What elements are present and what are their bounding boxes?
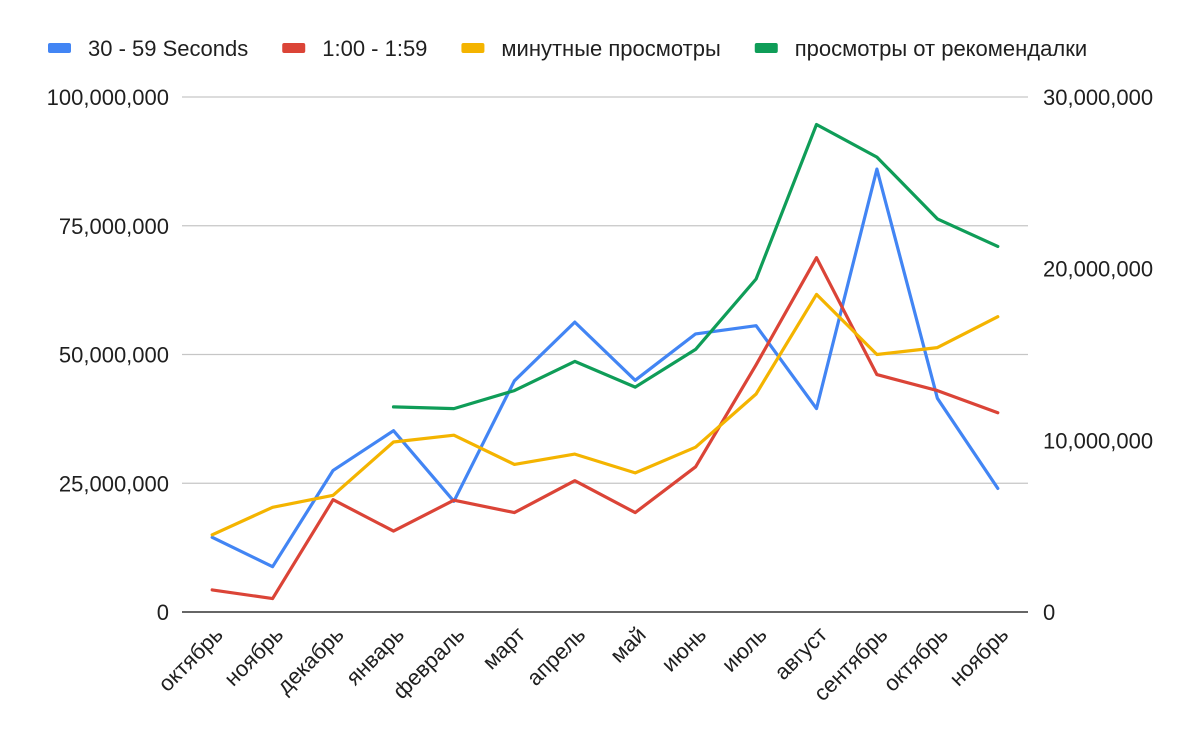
x-tick-label: октябрь [878, 622, 953, 697]
legend-swatch [754, 43, 778, 53]
y-right-tick-label: 10,000,000 [1043, 428, 1153, 453]
y-right-tick-label: 20,000,000 [1043, 257, 1153, 282]
y-left-tick-label: 75,000,000 [59, 214, 169, 239]
y-right-tick-label: 0 [1043, 600, 1055, 625]
x-tick-label: март [477, 622, 529, 674]
legend-label: 30 - 59 Seconds [88, 36, 248, 61]
series-line [210, 256, 1000, 601]
series-line [391, 122, 1000, 411]
series-line [210, 167, 1000, 569]
x-tick-label: июль [717, 622, 772, 677]
y-left-tick-label: 0 [157, 600, 169, 625]
legend-swatch [48, 43, 71, 53]
legend-label: минутные просмотры [501, 36, 720, 61]
legend-label: просмотры от рекомендалки [795, 36, 1087, 61]
y-left-tick-label: 100,000,000 [47, 85, 169, 110]
x-tick-label: июнь [656, 622, 711, 677]
x-tick-label: апрель [522, 622, 591, 691]
x-tick-label: ноябрь [944, 622, 1013, 691]
y-right-tick-label: 30,000,000 [1043, 85, 1153, 110]
legend-swatch [461, 43, 485, 53]
legend-swatch [282, 43, 306, 53]
legend-label: 1:00 - 1:59 [322, 36, 427, 61]
y-left-tick-label: 25,000,000 [59, 471, 169, 496]
x-tick-label: декабрь [272, 622, 349, 699]
x-tick-label: октябрь [153, 622, 228, 697]
x-tick-label: май [605, 622, 651, 668]
series-line [210, 292, 1000, 537]
y-left-tick-label: 50,000,000 [59, 343, 169, 368]
